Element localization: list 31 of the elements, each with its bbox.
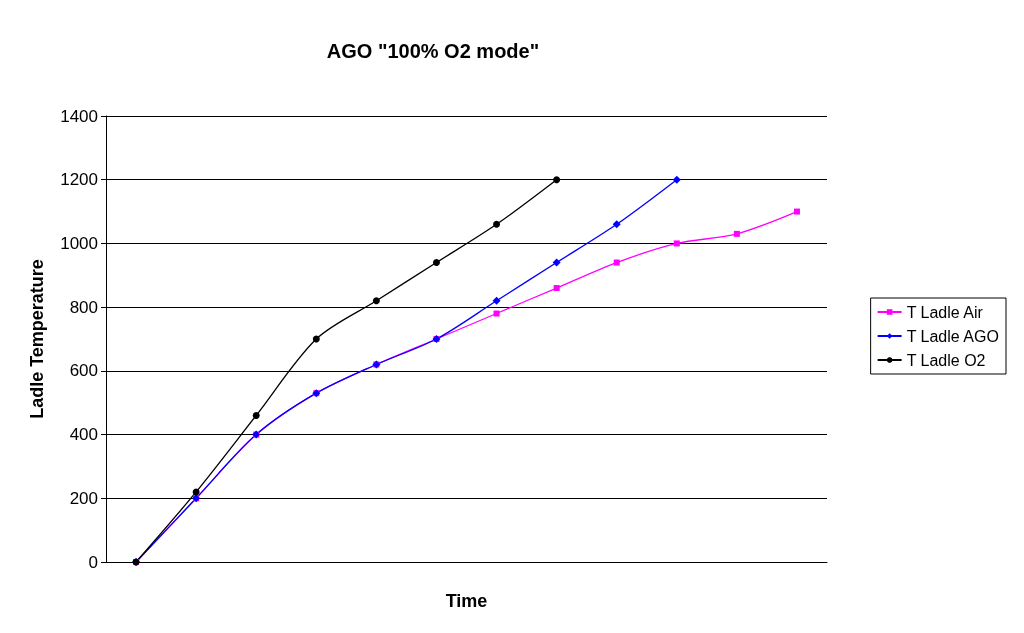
y-tick-label: 0 <box>88 552 98 572</box>
chart-title: AGO "100% O2 mode" <box>326 40 540 62</box>
y-axis-title: Ladle Temperature <box>27 259 47 419</box>
point <box>733 230 740 237</box>
y-tick-label: 400 <box>69 425 98 445</box>
y-tick-label: 1400 <box>60 106 98 126</box>
y-tick-label: 1000 <box>60 233 98 253</box>
legend-label: T Ladle O2 <box>906 351 986 369</box>
point <box>672 175 681 184</box>
legend-label: T Ladle Air <box>906 303 984 321</box>
point <box>372 297 380 305</box>
legend-label: T Ladle AGO <box>906 327 999 345</box>
y-tick-label: 600 <box>69 361 98 381</box>
point <box>432 259 440 267</box>
point <box>793 208 800 215</box>
point <box>493 310 500 317</box>
point <box>252 411 260 419</box>
point <box>613 259 620 266</box>
point <box>492 296 501 305</box>
y-tick-label: 800 <box>69 297 98 317</box>
point <box>192 488 200 496</box>
point <box>552 258 561 267</box>
y-tick-label: 1200 <box>60 170 98 190</box>
point <box>673 240 680 247</box>
point <box>312 335 320 343</box>
y-tick-label: 200 <box>69 488 98 508</box>
point <box>553 176 561 184</box>
point <box>493 220 501 228</box>
point <box>553 285 560 292</box>
point <box>612 220 621 229</box>
x-axis-title: Time <box>445 591 488 611</box>
